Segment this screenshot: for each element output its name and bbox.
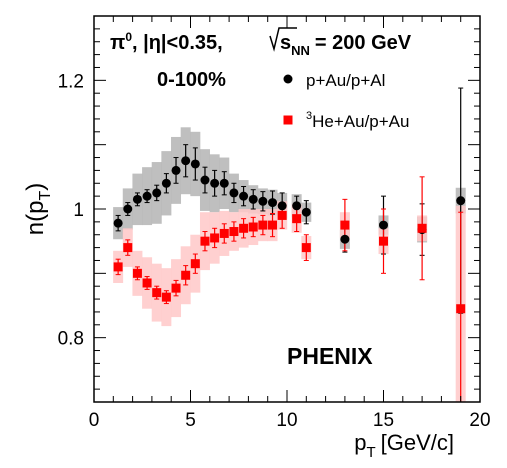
y-axis-label: n(pT) <box>22 183 54 235</box>
data-point-HeAu-pAu-20 <box>340 220 350 230</box>
data-point-HeAu-pAu-16 <box>268 220 278 230</box>
legend-marker-HeAu-pAu <box>283 115 293 125</box>
legend-label-HeAu-text: He+Au/p+Au <box>312 112 409 131</box>
data-point-HeAu-pAu-17 <box>277 210 287 220</box>
data-point-pAu-pAl-17 <box>277 201 287 211</box>
data-point-pAu-pAl-9 <box>200 175 210 185</box>
data-point-HeAu-pAu-14 <box>248 222 258 232</box>
data-point-HeAu-pAu-2 <box>132 268 142 278</box>
data-point-pAu-pAl-18 <box>292 201 302 211</box>
data-point-pAu-pAl-19 <box>301 207 311 217</box>
data-point-pAu-pAl-21 <box>379 220 388 230</box>
header-centrality: 0-100% <box>157 69 226 91</box>
header-energy: sNN = 200 GeV <box>280 32 412 58</box>
data-point-HeAu-pAu-18 <box>292 214 302 224</box>
y-axis-ticks: 0.8 1 1.2 <box>58 15 480 403</box>
data-point-pAu-pAl-3 <box>142 191 152 201</box>
x-axis-ticks: 0 5 10 15 20 <box>89 16 491 431</box>
x-tick-label: 10 <box>276 410 297 431</box>
header-energy-sym: s <box>280 32 291 54</box>
data-point-pAu-pAl-15 <box>258 196 268 206</box>
data-point-HeAu-pAu-22 <box>417 223 427 233</box>
data-point-HeAu-pAu-0 <box>113 262 123 272</box>
y-axis-label-group: n(pT) <box>22 183 54 235</box>
header-particle-sup: 0 <box>125 30 132 44</box>
data-point-pAu-pAl-13 <box>239 191 249 201</box>
y-tick-label: 0.8 <box>58 329 84 350</box>
data-point-pAu-pAl-10 <box>210 178 220 188</box>
data-point-HeAu-pAu-7 <box>181 270 191 280</box>
legend-label-pAu-pAl: p+Au/p+Al <box>306 71 385 90</box>
data-point-HeAu-pAu-11 <box>219 228 229 238</box>
data-point-pAu-pAl-8 <box>190 159 200 169</box>
data-point-pAu-pAl-7 <box>181 156 191 166</box>
legend-label-HeAu-pAu: 3He+Au/p+Au <box>306 110 409 131</box>
data-point-HeAu-pAu-19 <box>301 243 311 253</box>
data-point-HeAu-pAu-8 <box>190 259 200 269</box>
data-point-pAu-pAl-23 <box>456 196 466 206</box>
header-energy-val: = 200 GeV <box>315 32 412 54</box>
data-markers <box>113 156 466 314</box>
y-tick-label: 1 <box>73 200 84 221</box>
x-tick-label: 5 <box>185 410 196 431</box>
data-point-pAu-pAl-11 <box>219 178 229 188</box>
x-tick-label: 15 <box>373 410 394 431</box>
data-point-HeAu-pAu-15 <box>258 220 268 230</box>
legend-label-HeAu-sup: 3 <box>306 110 312 122</box>
header-particle: π <box>110 32 125 54</box>
y-axis-label-close: ) <box>22 183 49 191</box>
data-point-pAu-pAl-0 <box>113 218 123 228</box>
data-point-pAu-pAl-20 <box>340 234 350 244</box>
data-point-HeAu-pAu-5 <box>161 292 171 302</box>
y-axis-label-main: n(p <box>22 201 49 236</box>
legend-marker-pAu-pAl <box>283 74 293 84</box>
header-energy-sub: NN <box>291 43 310 58</box>
x-axis-label-unit: [GeV/c] <box>381 430 454 455</box>
data-point-HeAu-pAu-1 <box>123 243 133 253</box>
data-point-HeAu-pAu-6 <box>171 283 181 293</box>
sqrt-symbol <box>269 27 297 52</box>
y-axis-label-sub: T <box>37 191 54 201</box>
data-point-pAu-pAl-1 <box>123 204 133 214</box>
data-point-HeAu-pAu-21 <box>379 236 388 246</box>
data-point-HeAu-pAu-23 <box>456 304 466 314</box>
data-point-HeAu-pAu-12 <box>229 227 239 237</box>
data-point-pAu-pAl-16 <box>268 198 278 208</box>
data-point-pAu-pAl-6 <box>171 165 181 175</box>
data-point-pAu-pAl-4 <box>152 188 162 198</box>
data-point-HeAu-pAu-13 <box>239 223 249 233</box>
data-point-pAu-pAl-2 <box>132 194 142 204</box>
data-point-pAu-pAl-5 <box>161 178 171 188</box>
x-axis-label-main: p <box>354 430 366 455</box>
data-point-HeAu-pAu-9 <box>200 236 210 246</box>
x-axis-label-sub: T <box>366 444 375 461</box>
x-tick-label: 20 <box>469 410 490 431</box>
data-point-HeAu-pAu-4 <box>152 288 162 298</box>
header-line: π0, |η|<0.35, <box>110 30 223 54</box>
data-point-HeAu-pAu-3 <box>142 278 152 288</box>
y-tick-label: 1.2 <box>58 71 84 92</box>
x-axis-label: pT [GeV/c] <box>354 430 454 461</box>
data-point-pAu-pAl-14 <box>248 194 258 204</box>
header-eta-cut: , |η|<0.35, <box>132 32 223 54</box>
x-tick-label: 0 <box>89 410 100 431</box>
data-point-HeAu-pAu-10 <box>210 233 220 243</box>
data-point-pAu-pAl-12 <box>229 188 239 198</box>
phenix-label: PHENIX <box>287 343 373 369</box>
